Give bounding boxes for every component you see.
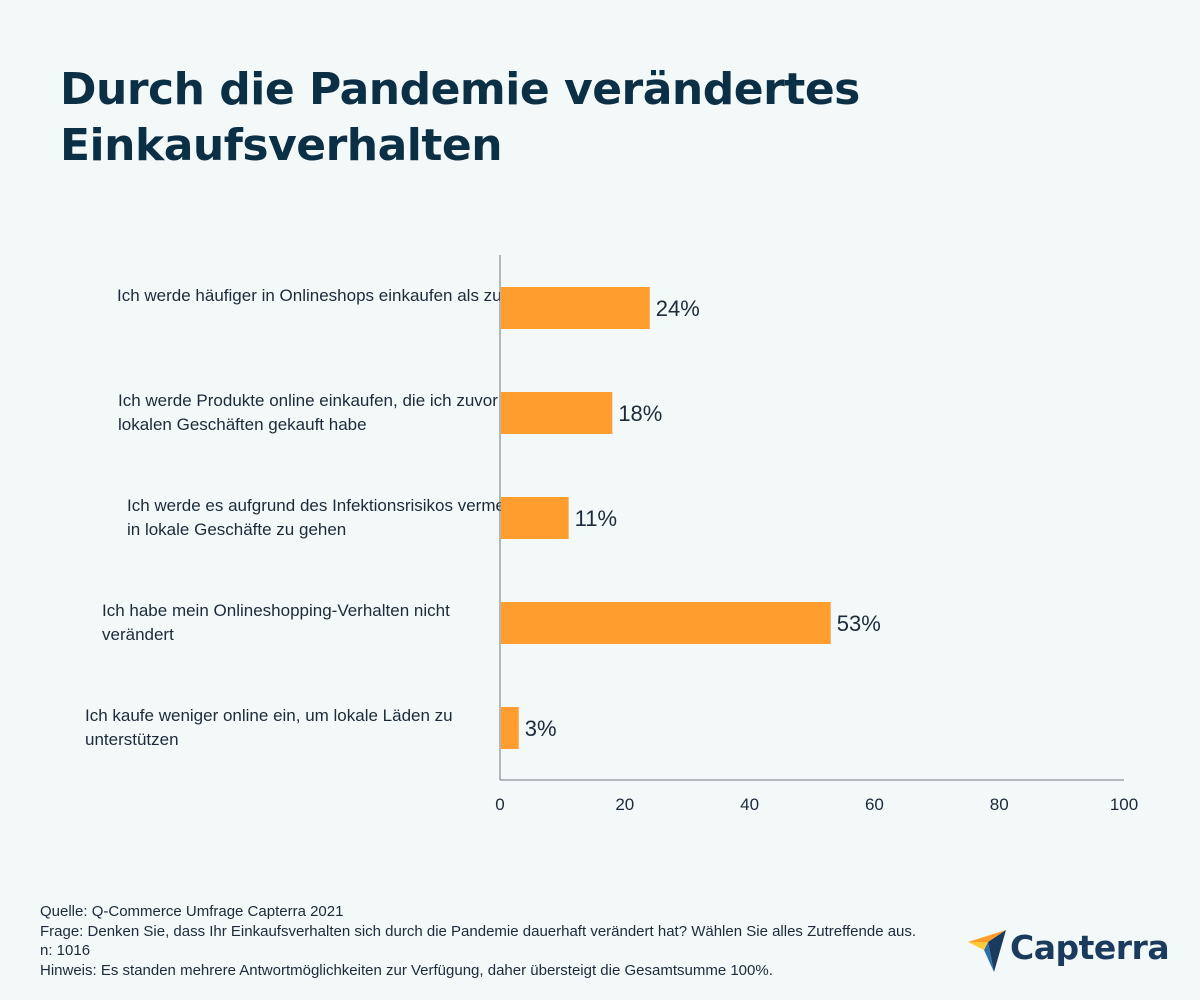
x-tick-label-5: 100: [1110, 795, 1138, 814]
x-tick-label-0: 0: [495, 795, 504, 814]
footnote-note: Hinweis: Es standen mehrere Antwortmögli…: [40, 961, 773, 979]
bar-value-label-0: 24%: [656, 296, 700, 321]
bar-0: [501, 287, 650, 329]
capterra-arrow-icon: [968, 930, 1006, 972]
bar-2: [501, 497, 569, 539]
bar-3: [501, 602, 831, 644]
x-tick-label-3: 60: [865, 795, 884, 814]
footnote-source: Quelle: Q-Commerce Umfrage Capterra 2021: [40, 903, 344, 920]
footnote: Quelle: Q-Commerce Umfrage Capterra 2021…: [40, 902, 920, 980]
x-tick-label-2: 40: [740, 795, 759, 814]
bar-4: [501, 707, 519, 749]
category-label-0: Ich werde häufiger in Onlineshops einkau…: [117, 286, 526, 305]
x-tick-label-4: 80: [990, 795, 1009, 814]
category-label-1: Ich werde Produkte online einkaufen, die…: [118, 391, 516, 434]
capterra-logo-text: Capterra: [1010, 928, 1170, 967]
capterra-logo: Capterra: [966, 926, 1170, 974]
category-label-3: Ich habe mein Onlineshopping-Verhalten n…: [102, 601, 450, 644]
x-ticks-group: 0 20 40 60 80 100: [495, 795, 1138, 814]
category-label-2: Ich werde es aufgrund des Infektionsrisi…: [127, 496, 542, 539]
bar-value-label-2: 11%: [575, 506, 617, 531]
bar-1: [501, 392, 613, 434]
category-label-4: Ich kaufe weniger online ein, um lokale …: [85, 706, 453, 749]
bar-value-label-3: 53%: [837, 611, 881, 636]
footnote-question: Frage: Denken Sie, dass Ihr Einkaufsverh…: [40, 922, 917, 960]
bar-value-label-1: 18%: [618, 401, 662, 426]
bar-value-label-4: 3%: [525, 716, 557, 741]
bars-group: 24% 18% 11% 53% 3%: [501, 287, 881, 749]
page-title: Durch die Pandemie verändertes Einkaufsv…: [60, 64, 860, 171]
x-tick-label-1: 20: [615, 795, 634, 814]
